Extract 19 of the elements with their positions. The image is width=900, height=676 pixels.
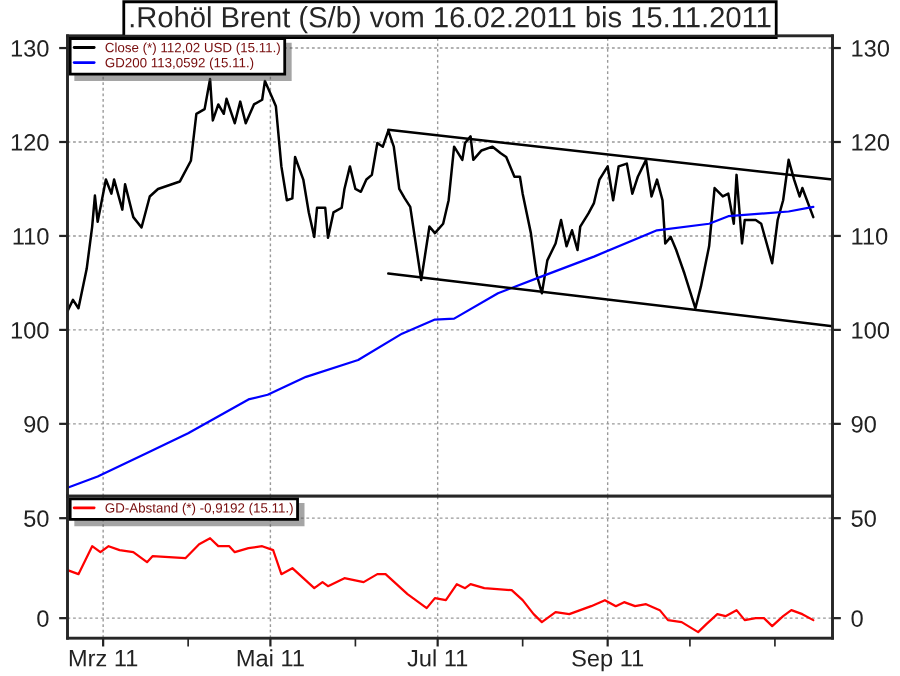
chart-title: .Rohöl Brent (S/b) vom 16.02.2011 bis 15.11.2011: [130, 6, 771, 34]
y-tick-label: 50: [24, 510, 49, 527]
y-tick-label: 110: [13, 228, 49, 245]
y-tick-label: 120: [11, 134, 49, 151]
x-tick-label: Mai 11: [237, 649, 304, 667]
y2-tick-label: 100: [852, 321, 890, 339]
y2-tick-label: 130: [852, 40, 890, 57]
y-tick-label: 130: [11, 40, 49, 57]
y2-tick-label: 0: [851, 610, 863, 627]
x-tick-label: Mrz 11: [69, 650, 138, 667]
y2-tick-label: 50: [851, 510, 876, 527]
x-tick-label: Jul 11: [407, 649, 468, 667]
y-tick-label: 100: [11, 321, 49, 339]
y2-tick-label: 90: [851, 415, 876, 433]
y-tick-label: 0: [37, 610, 49, 627]
x-tick-label: Sep 11: [572, 649, 644, 672]
y2-tick-label: 110: [852, 228, 888, 245]
y2-tick-label: 120: [852, 134, 890, 151]
y-tick-label: 90: [24, 415, 49, 433]
